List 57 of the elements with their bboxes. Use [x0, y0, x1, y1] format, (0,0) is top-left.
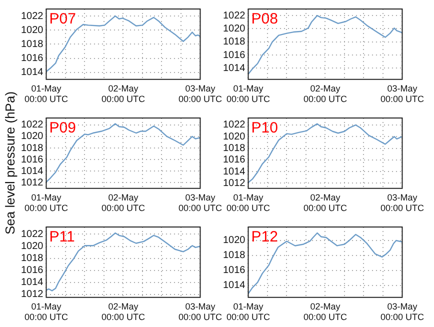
x-tick-label: 01-May 00:00 UTC	[24, 301, 68, 322]
y-tick-label: 1020	[20, 241, 44, 252]
y-tick-label: 1014	[20, 166, 44, 177]
y-tick-label: 1016	[20, 265, 44, 276]
y-axis-title: Sea level pressure (hPa)	[2, 91, 18, 235]
x-tick-label: 03-May 00:00 UTC	[178, 301, 222, 322]
x-tick-label: 02-May 00:00 UTC	[101, 83, 146, 104]
y-tick-label: 1014	[222, 280, 246, 292]
y-tick-label: 1018	[20, 253, 44, 264]
y-tick-label: 1022	[222, 10, 246, 22]
chart-title: P10	[251, 120, 278, 137]
x-tick-label: 01-May 00:00 UTC	[24, 192, 68, 214]
y-tick-label: 1020	[20, 24, 44, 36]
x-tick-label: 01-May 00:00 UTC	[226, 301, 270, 322]
chart-title: P08	[251, 10, 278, 28]
x-tick-label: 02-May 00:00 UTC	[101, 192, 146, 214]
y-tick-label: 1020	[222, 131, 246, 142]
y-tick-label: 1014	[222, 62, 246, 74]
x-tick-label: 03-May 00:00 UTC	[178, 83, 222, 104]
y-tick-label: 1018	[222, 143, 246, 154]
chart-title: P12	[251, 228, 278, 246]
x-tick-label: 01-May 00:00 UTC	[24, 83, 68, 104]
y-tick-label: 1016	[222, 265, 246, 276]
x-tick-label: 03-May 00:00 UTC	[380, 83, 424, 104]
x-tick-label: 03-May 00:00 UTC	[178, 192, 222, 214]
x-tick-label: 02-May 00:00 UTC	[101, 301, 146, 322]
y-tick-label: 1016	[20, 53, 44, 64]
chart-title: P09	[49, 120, 76, 137]
y-tick-label: 1022	[20, 120, 44, 131]
y-tick-label: 1020	[222, 23, 246, 34]
x-tick-label: 01-May 00:00 UTC	[226, 192, 270, 214]
x-tick-label: 02-May 00:00 UTC	[303, 301, 348, 322]
y-tick-label: 1018	[222, 36, 246, 48]
x-tick-label: 01-May 00:00 UTC	[226, 83, 270, 104]
y-tick-label: 1022	[20, 10, 44, 22]
y-tick-label: 1012	[20, 289, 44, 300]
y-tick-label: 1012	[20, 177, 44, 188]
x-tick-label: 03-May 00:00 UTC	[380, 301, 424, 322]
x-tick-label: 02-May 00:00 UTC	[303, 192, 348, 214]
y-tick-label: 1022	[20, 228, 44, 240]
y-tick-label: 1020	[222, 235, 246, 246]
chart-title: P07	[49, 10, 76, 28]
y-tick-label: 1018	[20, 142, 44, 154]
y-tick-label: 1018	[222, 250, 246, 262]
x-tick-label: 02-May 00:00 UTC	[303, 83, 348, 104]
y-tick-label: 1014	[20, 67, 44, 78]
y-tick-label: 1020	[20, 131, 44, 142]
y-tick-label: 1014	[222, 166, 246, 178]
y-tick-label: 1018	[20, 38, 44, 50]
chart-title: P11	[49, 228, 75, 246]
y-tick-label: 1016	[222, 154, 246, 166]
y-tick-label: 1016	[222, 50, 246, 61]
y-tick-label: 1016	[20, 154, 44, 166]
y-tick-label: 1014	[20, 277, 44, 288]
x-tick-label: 03-May 00:00 UTC	[380, 192, 424, 214]
y-tick-label: 1012	[222, 178, 246, 189]
y-tick-label: 1022	[222, 120, 246, 131]
